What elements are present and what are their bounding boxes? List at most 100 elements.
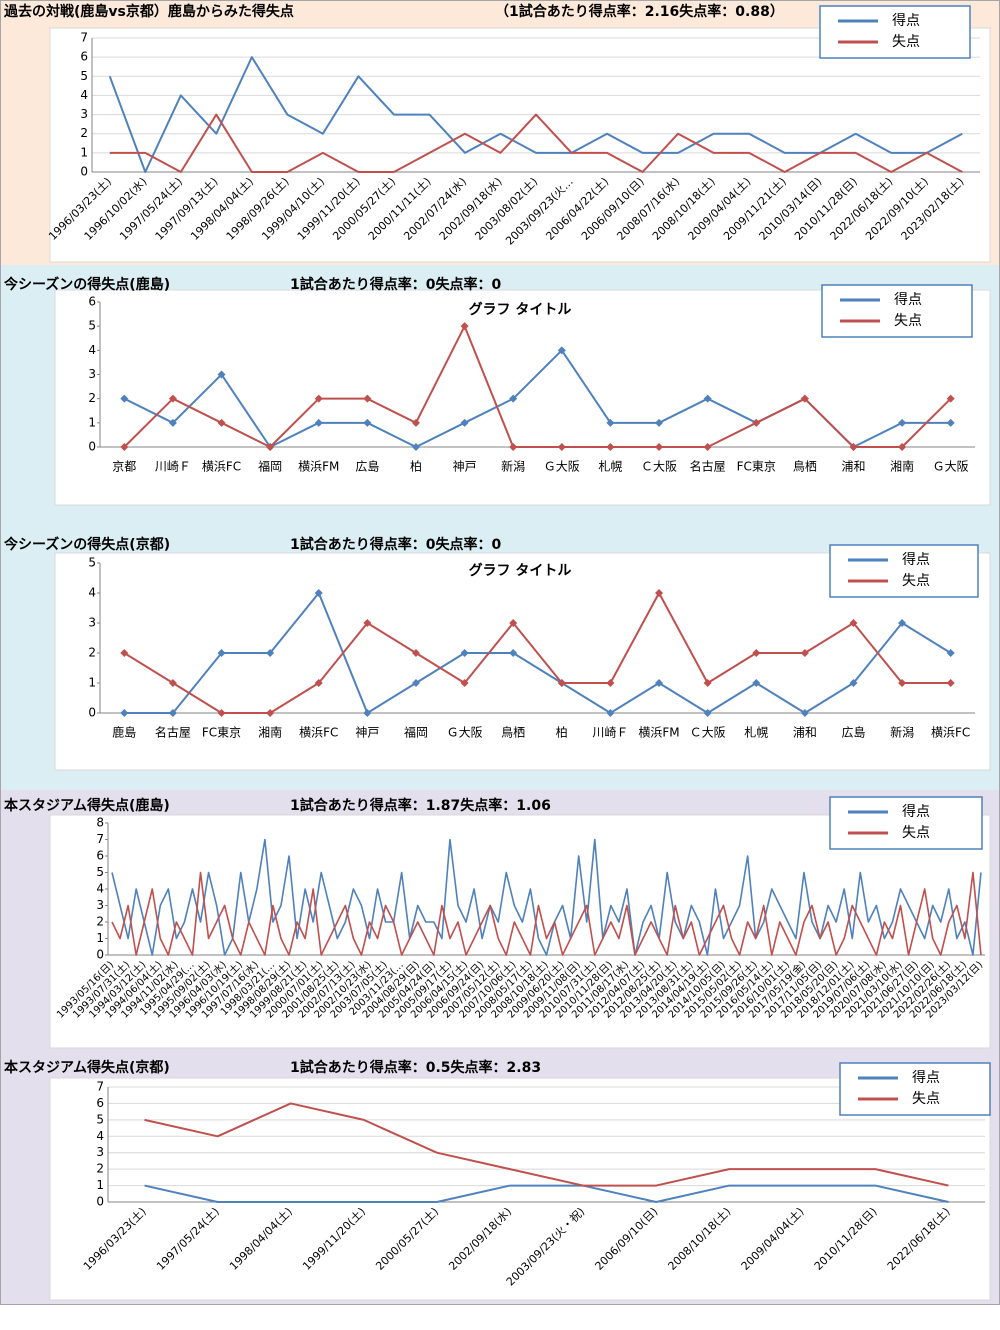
- point-marker: [411, 679, 420, 687]
- point-marker: [120, 443, 129, 451]
- y-tick-label: 3: [88, 367, 96, 381]
- legend-label: 失点: [902, 573, 930, 589]
- point-marker: [363, 709, 372, 717]
- x-tick-label: FC東京: [202, 726, 241, 740]
- point-marker: [168, 679, 177, 687]
- y-tick-label: 0: [88, 706, 96, 720]
- chart-title: 今シーズンの得失点(京都): [3, 536, 170, 553]
- point-marker: [168, 394, 177, 403]
- point-marker: [752, 649, 761, 657]
- point-marker: [703, 709, 712, 717]
- legend-label: 失点: [892, 34, 920, 50]
- y-tick-label: 6: [80, 50, 88, 64]
- point-marker: [460, 679, 469, 687]
- x-tick-label: 横浜FM: [638, 726, 679, 740]
- y-tick-label: 4: [88, 586, 96, 600]
- point-marker: [849, 619, 858, 627]
- y-tick-label: 0: [88, 440, 96, 454]
- x-tick-label: 札幌: [744, 725, 768, 740]
- legend-label: 得点: [902, 803, 930, 820]
- x-tick-label: 横浜FC: [931, 726, 970, 740]
- point-marker: [266, 709, 275, 717]
- point-marker: [411, 649, 420, 657]
- x-tick-label: Ｃ大阪: [641, 460, 677, 474]
- series-line: [124, 592, 952, 714]
- legend-box: [821, 284, 973, 338]
- point-marker: [363, 418, 372, 427]
- legend-label: 失点: [894, 313, 922, 329]
- x-tick-label: 浦和: [793, 726, 817, 740]
- y-tick-label: 6: [96, 849, 104, 863]
- point-marker: [168, 709, 177, 717]
- point-marker: [655, 443, 664, 451]
- chart-title: 本スタジアム得失点(鹿島): [4, 797, 170, 814]
- series-line: [144, 1184, 949, 1203]
- point-marker: [120, 649, 129, 657]
- point-marker: [898, 679, 907, 687]
- point-marker: [557, 679, 566, 687]
- y-tick-label: 5: [96, 865, 104, 879]
- x-tick-label: 横浜FC: [202, 460, 241, 474]
- x-tick-label: 川崎Ｆ: [592, 726, 628, 740]
- point-marker: [460, 322, 469, 331]
- x-tick-label: 名古屋: [690, 459, 726, 474]
- x-tick-label: 新潟: [890, 725, 914, 740]
- point-marker: [946, 418, 955, 427]
- point-marker: [168, 418, 177, 427]
- series-line: [123, 325, 952, 448]
- legend-box: [829, 796, 983, 850]
- y-tick-label: 1: [88, 676, 96, 690]
- legend-label: 得点: [892, 12, 920, 29]
- point-marker: [509, 443, 518, 451]
- y-tick-label: 3: [96, 1145, 104, 1159]
- point-marker: [217, 418, 226, 427]
- point-marker: [800, 394, 809, 403]
- y-tick-label: 4: [80, 88, 88, 102]
- y-tick-label: 0: [80, 165, 88, 179]
- y-tick-label: 1: [80, 145, 88, 159]
- x-tick-label: 柏: [410, 459, 422, 474]
- x-tick-label: 神戸: [453, 460, 477, 474]
- x-tick-label: 京都: [112, 460, 136, 474]
- series-line: [144, 1102, 949, 1187]
- point-marker: [849, 679, 858, 687]
- legend-label: 得点: [894, 291, 922, 308]
- x-tick-label: 川崎Ｆ: [155, 460, 191, 474]
- point-marker: [411, 418, 420, 427]
- chart-subtitle: 1試合あたり得点率：1.87失点率：1.06: [290, 797, 551, 814]
- point-marker: [946, 679, 955, 687]
- x-tick-label: 広島: [841, 725, 865, 740]
- chart-area: [49, 814, 991, 1049]
- point-marker: [314, 418, 323, 427]
- y-tick-label: 5: [88, 556, 96, 570]
- point-marker: [314, 589, 323, 597]
- y-tick-label: 3: [96, 898, 104, 912]
- x-tick-label: 新潟: [501, 459, 525, 474]
- point-marker: [898, 443, 907, 451]
- point-marker: [363, 619, 372, 627]
- y-tick-label: 1: [96, 931, 104, 945]
- x-tick-label: 横浜FC: [299, 726, 338, 740]
- point-marker: [314, 679, 323, 687]
- y-tick-label: 1: [88, 415, 96, 429]
- x-tick-label: Ｇ大阪: [544, 460, 580, 474]
- point-marker: [655, 418, 664, 427]
- point-marker: [752, 418, 761, 427]
- x-tick-label: 福岡: [258, 459, 282, 474]
- point-marker: [898, 418, 907, 427]
- legend-box: [819, 5, 971, 59]
- legend-box: [829, 544, 979, 598]
- series-line: [109, 113, 963, 173]
- series-line: [123, 592, 951, 714]
- x-tick-label: FC東京: [737, 460, 776, 474]
- x-tick-label: Ｃ大阪: [690, 726, 726, 740]
- chart-title: 今シーズンの得失点(鹿島): [3, 276, 170, 293]
- y-tick-label: 4: [88, 343, 96, 357]
- point-marker: [703, 443, 712, 451]
- y-tick-label: 3: [88, 616, 96, 630]
- y-tick-label: 5: [80, 69, 88, 83]
- legend-label: 得点: [902, 551, 930, 568]
- chart-area: [49, 1077, 991, 1301]
- point-marker: [898, 619, 907, 627]
